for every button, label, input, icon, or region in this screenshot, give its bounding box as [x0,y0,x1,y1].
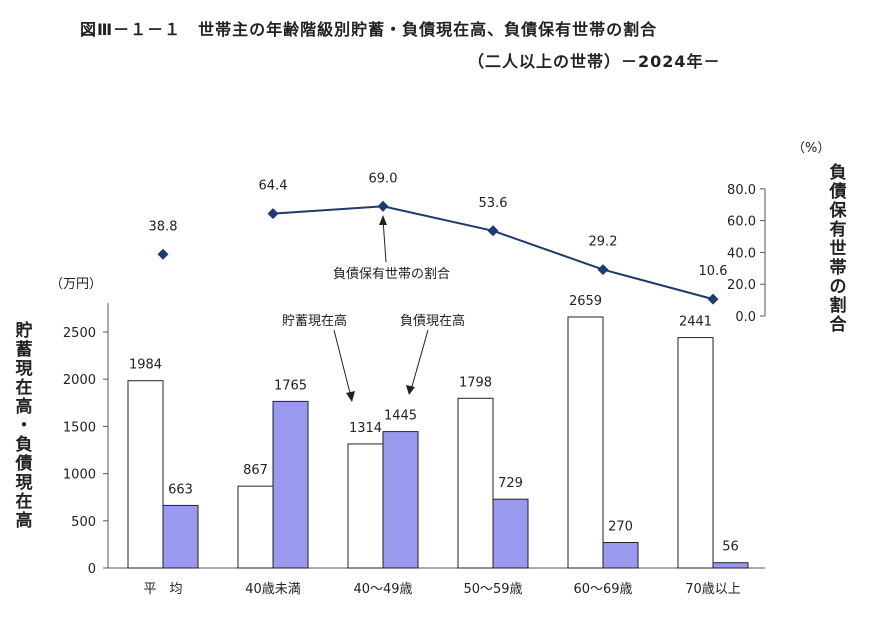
savings-bar-label: 2659 [569,294,602,309]
debt-bar-label: 663 [168,482,193,497]
debt-bar [162,504,199,569]
ratio-annotation: 負債保有世帯の割合 [333,266,450,282]
right-axis-title-char: 債 [829,181,847,202]
debt-bar [492,498,529,569]
savings-bar-label: 867 [243,463,268,478]
right-axis-title-char: 帯 [830,257,847,278]
debt-bar-label: 729 [498,476,523,491]
savings-bar [567,316,604,569]
debt-annotation-arrow [410,329,429,391]
savings-annotation: 貯蓄現在高 [282,313,347,329]
category-label: 平 均 [143,582,182,597]
debt-bar-label: 1765 [274,378,307,393]
debt-bar-label: 56 [722,540,739,555]
ratio-point-label: 29.2 [589,235,618,250]
category-label: 60～69歳 [573,582,632,597]
left-axis-tick-label: 2000 [63,373,96,388]
savings-bar [237,485,274,569]
ratio-point [377,200,389,212]
left-axis-title-char: 在 [16,377,33,398]
right-axis-tick-label: 40.0 [727,246,756,261]
category-label: 70歳以上 [685,582,741,597]
savings-bar [127,380,164,569]
debt-bar-label: 1445 [384,409,417,424]
savings-annotation-arrow [333,329,352,398]
right-axis-tick-label: 0.0 [735,310,756,325]
savings-bar [677,337,714,569]
debt-bar [382,431,419,569]
category-label: 40～49歳 [353,582,412,597]
savings-annotation-arrowhead [346,391,355,402]
left-axis-title-char: ・ [16,416,33,436]
left-axis-title-char: 現 [16,359,33,379]
chart-subtitle: （二人以上の世帯）－2024年－ [468,52,721,71]
debt-bar [712,562,749,569]
ratio-point [707,293,719,305]
debt-bar-label: 270 [608,520,633,535]
right-axis-tick-label: 80.0 [727,183,756,198]
left-axis-title-char: 高 [16,396,33,417]
left-axis-title-char: 債 [15,453,33,474]
savings-bar-label: 1798 [459,375,492,390]
left-axis-title-char: 高 [16,510,33,531]
ratio-annotation-arrow [382,218,387,263]
debt-annotation-arrowhead [406,385,415,395]
left-axis-title-char: 在 [16,491,33,512]
left-axis-tick-label: 1500 [63,420,96,435]
right-axis-title-char: 負 [830,163,847,183]
ratio-point [157,248,169,260]
savings-bar-label: 1984 [129,358,162,373]
right-axis-tick-label: 20.0 [727,278,756,293]
left-axis-title-char: 蓄 [16,339,33,360]
left-axis-title-char: 負 [16,435,33,455]
savings-bar [347,443,384,569]
right-axis-title-char: の [830,277,847,297]
right-axis-title-char: 保 [829,200,848,221]
ratio-point-label: 38.8 [149,219,178,234]
ratio-annotation-arrowhead [379,215,387,225]
left-axis-unit: （万円） [50,277,102,292]
savings-bar-label: 1314 [349,421,382,436]
debt-bar [602,542,639,569]
left-axis-title-char: 貯 [16,320,33,341]
right-axis-title-char: 合 [830,314,848,335]
ratio-point-label: 69.0 [369,171,398,186]
ratio-point [267,208,279,220]
left-axis-tick-label: 1000 [63,468,96,483]
category-label: 50～59歳 [463,582,522,597]
left-axis-title-char: 現 [16,473,33,493]
right-axis-title-char: 有 [830,219,847,240]
ratio-point-label: 10.6 [699,264,728,279]
savings-bar-label: 2441 [679,315,712,330]
ratio-point-label: 64.4 [259,179,288,194]
debt-annotation: 負債現在高 [400,313,465,329]
left-axis-tick-label: 500 [71,515,96,530]
right-axis-title-char: 割 [830,295,847,316]
category-label: 40歳未満 [245,582,301,597]
right-axis-unit: （%） [792,141,830,156]
right-axis-tick-label: 60.0 [727,215,756,230]
left-axis-tick-label: 0 [88,562,96,577]
chart-title: 図Ⅲ－１－１ 世帯主の年齢階級別貯蓄・負債現在高、負債保有世帯の割合 [80,20,658,39]
ratio-point-label: 53.6 [479,196,508,211]
ratio-point [597,264,609,276]
ratio-point [487,225,499,237]
debt-bar [272,400,309,569]
right-axis-title-char: 世 [830,239,847,259]
left-axis-tick-label: 2500 [63,326,96,341]
savings-bar [457,397,494,569]
ratio-line [272,205,714,301]
